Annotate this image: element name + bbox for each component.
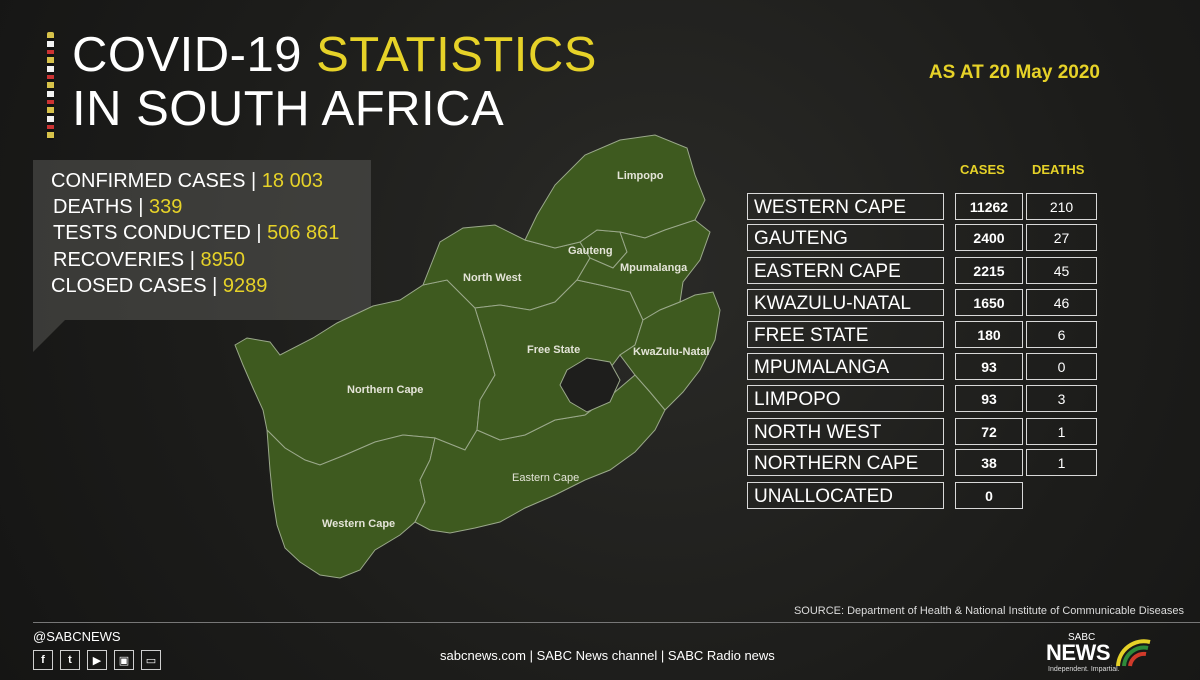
title-line1-highlight: STATISTICS [316,28,597,82]
province-cases: 1650 [955,289,1023,316]
deaths-value: 339 [148,196,183,218]
province-cases: 180 [955,321,1023,348]
province-name: UNALLOCATED [747,482,944,509]
recoveries-value: 8950 [200,249,245,271]
province-name: WESTERN CAPE [747,193,944,220]
province-cases: 93 [955,385,1023,412]
province-cases: 72 [955,418,1023,445]
province-deaths: 6 [1026,321,1097,348]
footer-divider [33,622,1200,623]
province-cases: 93 [955,353,1023,380]
summary-closed: CLOSED CASES | 9289 [51,275,268,297]
youtube-icon[interactable]: ▶ [87,650,107,670]
tv-icon[interactable]: ▭ [141,650,161,670]
province-name: NORTH WEST [747,418,944,445]
province-deaths: 210 [1026,193,1097,220]
confirmed-value: 18 003 [261,170,323,192]
province-cases: 2215 [955,257,1023,284]
region-kwazulu-natal [619,291,721,411]
province-deaths: 46 [1026,289,1097,316]
cases-column-header: CASES [960,162,1005,177]
summary-panel: CONFIRMED CASES | 18 003 DEATHS | 339 TE… [33,160,371,352]
source-credit: SOURCE: Department of Health & National … [793,605,1184,617]
label-eastern-cape: Eastern Cape [512,472,579,484]
social-icons: f t ▶ ▣ ▭ [33,650,161,670]
title-line1-plain: COVID-19 [72,28,317,82]
sabc-news-logo: SABC NEWS Independent. Impartial. [1046,632,1166,678]
province-name: EASTERN CAPE [747,257,944,284]
radio-icon[interactable]: ▣ [114,650,134,670]
deaths-column-header: DEATHS [1032,162,1085,177]
label-western-cape: Western Cape [322,518,395,530]
region-western-cape [266,428,436,579]
label-kwazulu-natal: KwaZulu-Natal [633,346,709,358]
summary-recoveries: RECOVERIES | 8950 [53,249,245,271]
province-deaths: 45 [1026,257,1097,284]
province-deaths: 27 [1026,224,1097,251]
summary-deaths: DEATHS | 339 [53,196,183,218]
title-line2: IN SOUTH AFRICA [72,82,505,136]
province-cases: 38 [955,449,1023,476]
facebook-icon[interactable]: f [33,650,53,670]
province-deaths: 3 [1026,385,1097,412]
province-deaths: 0 [1026,353,1097,380]
province-name: KWAZULU-NATAL [747,289,944,316]
tests-value: 506 861 [267,222,340,244]
province-name: LIMPOPO [747,385,944,412]
label-north-west: North West [463,272,522,284]
label-free-state: Free State [527,344,580,356]
province-cases: 11262 [955,193,1023,220]
south-africa-map: Limpopo Gauteng Mpumalanga North West Fr… [234,134,721,579]
twitter-icon[interactable]: t [60,650,80,670]
decorative-bead-strip [47,32,54,140]
label-mpumalanga: Mpumalanga [620,262,688,274]
lesotho-gap [559,357,621,413]
page-title: COVID-19 STATISTICS IN SOUTH AFRICA [72,28,597,136]
province-deaths: 1 [1026,418,1097,445]
social-handle: @SABCNEWS [33,629,121,644]
summary-confirmed: CONFIRMED CASES | 18 003 [51,170,323,192]
label-gauteng: Gauteng [568,245,613,257]
closed-value: 9289 [222,275,268,297]
province-name: FREE STATE [747,321,944,348]
as-at-date: AS AT 20 May 2020 [928,62,1100,83]
region-limpopo [524,134,706,249]
label-limpopo: Limpopo [617,170,664,182]
province-deaths: 1 [1026,449,1097,476]
label-northern-cape: Northern Cape [347,384,423,396]
sabc-rays-icon [1116,639,1151,667]
province-cases: 0 [955,482,1023,509]
footer-links: sabcnews.com | SABC News channel | SABC … [440,648,775,663]
summary-tests: TESTS CONDUCTED | 506 861 [53,222,340,244]
province-name: NORTHERN CAPE [747,449,944,476]
province-name: MPUMALANGA [747,353,944,380]
province-cases: 2400 [955,224,1023,251]
province-name: GAUTENG [747,224,944,251]
